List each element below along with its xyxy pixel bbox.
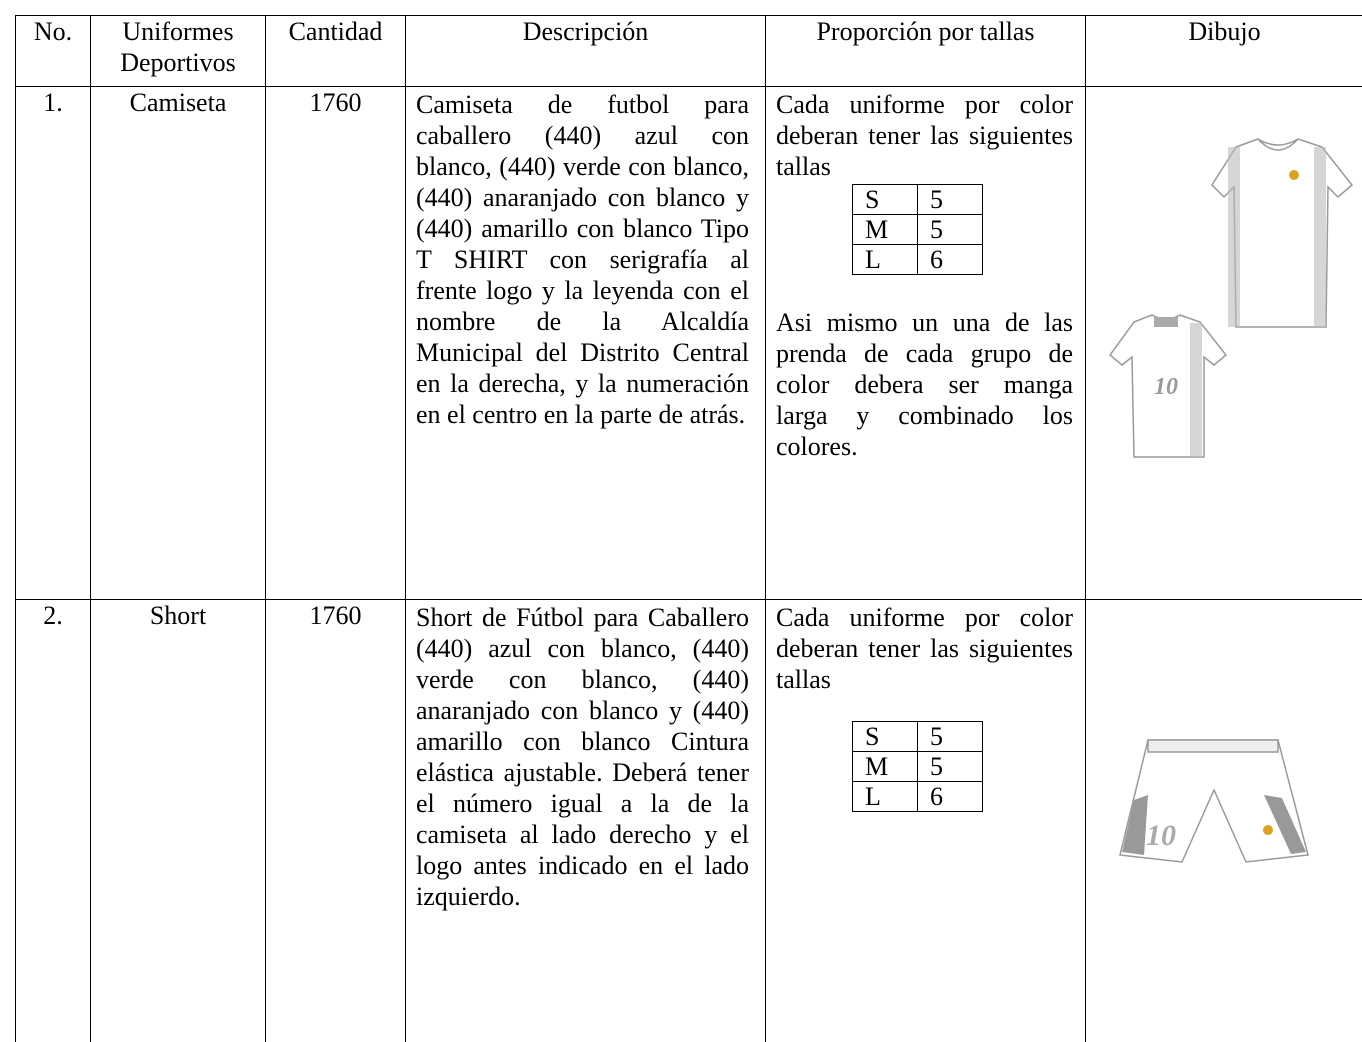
header-row: No. Uniformes Deportivos Cantidad Descri… xyxy=(15,15,1362,87)
description: Camiseta de futbol para caballero (440) … xyxy=(405,86,766,600)
shirt-drawing: 10 xyxy=(1108,138,1354,458)
uniform-table: No. Uniformes Deportivos Cantidad Descri… xyxy=(15,15,1362,1042)
sizes-intro: Cada uniforme por color deberan tener la… xyxy=(776,90,1073,181)
drawing-cell: 10 xyxy=(1085,599,1362,1042)
shorts-number: 10 xyxy=(1146,819,1176,852)
shirt-number: 10 xyxy=(1154,374,1178,400)
header-cell: Cantidad xyxy=(265,15,406,87)
item: Short xyxy=(90,599,266,1042)
drawing-cell: 10 xyxy=(1085,86,1362,600)
quantity: 1760 xyxy=(265,599,406,1042)
row-number: 2. xyxy=(15,599,91,1042)
sizes-note: Asi mismo un una de las prenda de cada g… xyxy=(776,308,1073,461)
size: L xyxy=(852,244,918,275)
size-count: 6 xyxy=(917,244,983,275)
size-count: 5 xyxy=(917,751,983,782)
sizes-cell: Cada uniforme por color deberan tener la… xyxy=(765,86,1086,600)
sizes-cell: Cada uniforme por color deberan tener la… xyxy=(765,599,1086,1042)
row-number: 1. xyxy=(15,86,91,600)
size-count: 5 xyxy=(917,721,983,752)
size-count: 5 xyxy=(917,214,983,245)
item: Camiseta xyxy=(90,86,266,600)
row: 1. Camiseta 1760 Camiseta de futbol para… xyxy=(15,86,1362,600)
size: S xyxy=(852,721,918,752)
quantity: 1760 xyxy=(265,86,406,600)
row: 2. Short 1760 Short de Fútbol para Cabal… xyxy=(15,599,1362,1042)
header-cell: Descripción xyxy=(405,15,766,87)
description: Short de Fútbol para Caballero (440) azu… xyxy=(405,599,766,1042)
header-cell: Dibujo xyxy=(1085,15,1362,87)
header-cell: Proporción por tallas xyxy=(765,15,1086,87)
size: M xyxy=(852,751,918,782)
size: M xyxy=(852,214,918,245)
header-cell: Uniformes Deportivos xyxy=(90,15,266,87)
sizes-intro: Cada uniforme por color deberan tener la… xyxy=(776,603,1073,694)
shorts-drawing: 10 xyxy=(1119,739,1309,863)
size: L xyxy=(852,781,918,812)
size-count: 5 xyxy=(917,184,983,215)
header-cell: No. xyxy=(15,15,91,87)
size: S xyxy=(852,184,918,215)
size-count: 6 xyxy=(917,781,983,812)
